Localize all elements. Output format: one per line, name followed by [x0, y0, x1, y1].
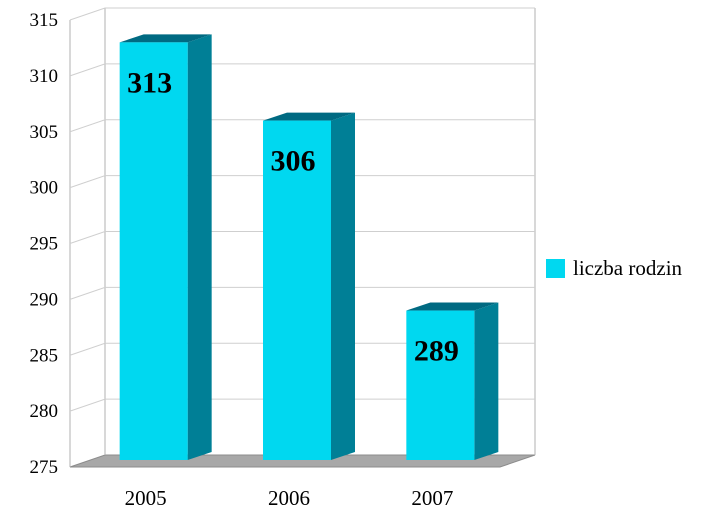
x-tick-label: 2007	[411, 486, 453, 510]
y-tick-label: 315	[30, 10, 59, 31]
bar	[263, 120, 331, 460]
y-tick-label: 310	[30, 66, 59, 87]
y-tick-label: 300	[30, 178, 59, 199]
data-label: 306	[271, 145, 316, 178]
gridline	[69, 63, 535, 77]
bar-side	[474, 302, 499, 460]
bar	[119, 42, 188, 460]
legend: liczba rodzin	[546, 255, 682, 281]
gridline	[69, 231, 535, 244]
x-tick-label: 2005	[125, 486, 167, 510]
bar	[406, 310, 475, 460]
gridline	[69, 175, 535, 189]
bar-top	[263, 112, 355, 121]
x-tick-label: 2006	[268, 486, 310, 510]
bar-side	[187, 34, 212, 460]
gridline	[69, 398, 535, 412]
y-tick-label: 285	[30, 345, 59, 366]
legend-label: liczba rodzin	[573, 255, 683, 280]
bar-top	[119, 34, 212, 43]
gridline	[69, 7, 535, 21]
y-tick-label: 295	[30, 234, 59, 255]
y-tick-label: 305	[30, 122, 59, 143]
data-label: 289	[414, 335, 459, 368]
bar-side	[331, 112, 355, 460]
legend-swatch	[546, 258, 565, 278]
bar-top	[406, 302, 499, 311]
gridline	[69, 286, 535, 300]
y-tick-label: 280	[30, 401, 59, 422]
gridline	[69, 342, 535, 356]
gridline	[69, 119, 535, 133]
y-tick-label: 275	[30, 457, 59, 478]
y-tick-label: 290	[30, 289, 59, 310]
data-label: 313	[127, 66, 172, 99]
